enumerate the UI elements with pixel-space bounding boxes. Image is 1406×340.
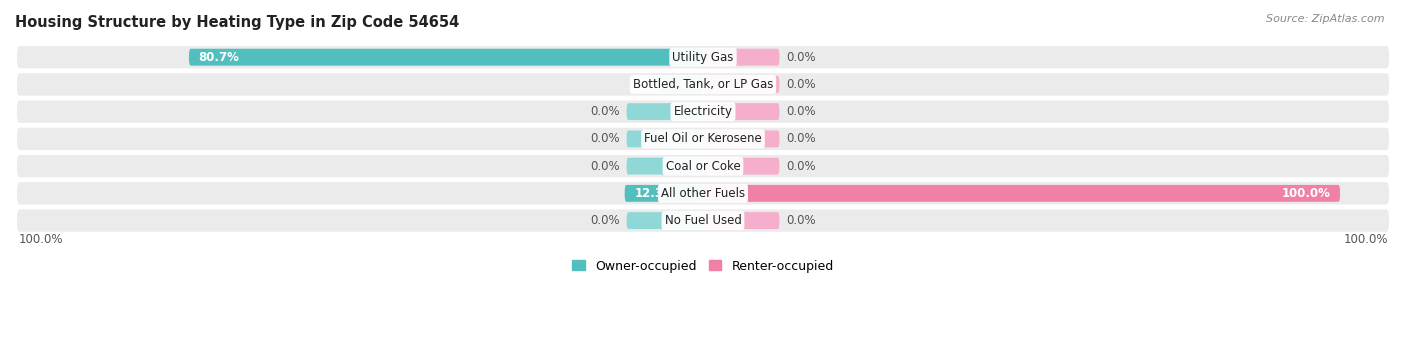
Text: 0.0%: 0.0% [591, 132, 620, 146]
FancyBboxPatch shape [703, 212, 779, 229]
Text: Bottled, Tank, or LP Gas: Bottled, Tank, or LP Gas [633, 78, 773, 91]
FancyBboxPatch shape [17, 46, 1389, 68]
Text: 100.0%: 100.0% [1282, 187, 1330, 200]
Text: 0.0%: 0.0% [591, 159, 620, 173]
Text: Coal or Coke: Coal or Coke [665, 159, 741, 173]
Text: 80.7%: 80.7% [198, 51, 239, 64]
Text: 0.0%: 0.0% [786, 105, 815, 118]
Text: 0.0%: 0.0% [786, 78, 815, 91]
Text: All other Fuels: All other Fuels [661, 187, 745, 200]
FancyBboxPatch shape [703, 158, 779, 174]
FancyBboxPatch shape [17, 209, 1389, 232]
FancyBboxPatch shape [17, 128, 1389, 150]
Text: Source: ZipAtlas.com: Source: ZipAtlas.com [1267, 14, 1385, 23]
Text: 100.0%: 100.0% [18, 233, 63, 246]
Text: 0.0%: 0.0% [786, 132, 815, 146]
FancyBboxPatch shape [17, 155, 1389, 177]
Text: 7.0%: 7.0% [668, 78, 700, 91]
FancyBboxPatch shape [703, 49, 779, 66]
FancyBboxPatch shape [188, 49, 703, 66]
FancyBboxPatch shape [658, 76, 703, 93]
Text: Utility Gas: Utility Gas [672, 51, 734, 64]
Text: Electricity: Electricity [673, 105, 733, 118]
Text: 0.0%: 0.0% [786, 214, 815, 227]
Text: 0.0%: 0.0% [786, 51, 815, 64]
FancyBboxPatch shape [627, 103, 703, 120]
FancyBboxPatch shape [703, 76, 779, 93]
FancyBboxPatch shape [703, 131, 779, 147]
FancyBboxPatch shape [17, 182, 1389, 205]
FancyBboxPatch shape [624, 185, 703, 202]
FancyBboxPatch shape [703, 185, 1340, 202]
Text: 0.0%: 0.0% [591, 214, 620, 227]
Text: Housing Structure by Heating Type in Zip Code 54654: Housing Structure by Heating Type in Zip… [15, 15, 460, 30]
Text: Fuel Oil or Kerosene: Fuel Oil or Kerosene [644, 132, 762, 146]
Text: 0.0%: 0.0% [786, 159, 815, 173]
Text: No Fuel Used: No Fuel Used [665, 214, 741, 227]
FancyBboxPatch shape [627, 158, 703, 174]
Text: 12.3%: 12.3% [634, 187, 675, 200]
Legend: Owner-occupied, Renter-occupied: Owner-occupied, Renter-occupied [568, 255, 838, 278]
FancyBboxPatch shape [17, 73, 1389, 96]
Text: 100.0%: 100.0% [1343, 233, 1388, 246]
FancyBboxPatch shape [627, 212, 703, 229]
Text: 0.0%: 0.0% [591, 105, 620, 118]
FancyBboxPatch shape [627, 131, 703, 147]
FancyBboxPatch shape [703, 103, 779, 120]
FancyBboxPatch shape [17, 101, 1389, 123]
